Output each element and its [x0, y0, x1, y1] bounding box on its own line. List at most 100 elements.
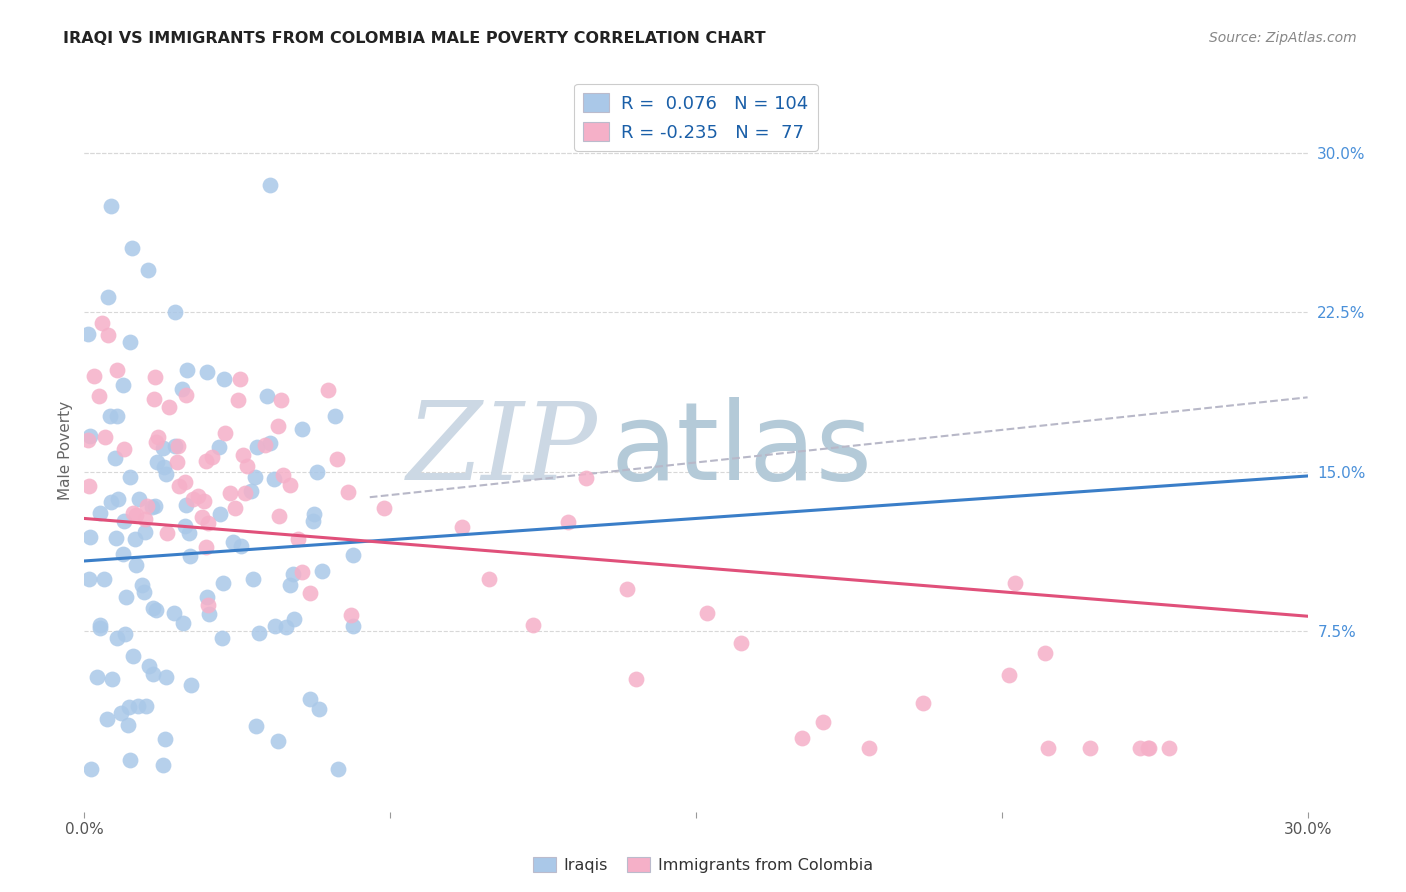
Point	[308, 702, 330, 716]
Point	[121, 241, 143, 255]
Point	[911, 696, 934, 710]
Point	[249, 626, 271, 640]
Point	[191, 510, 214, 524]
Point	[143, 500, 166, 514]
Point	[145, 602, 167, 616]
Point	[153, 459, 176, 474]
Point	[97, 290, 120, 304]
Point	[112, 442, 135, 457]
Point	[259, 436, 281, 450]
Point	[197, 607, 219, 621]
Point	[124, 533, 146, 547]
Text: atlas: atlas	[610, 398, 872, 503]
Point	[136, 263, 159, 277]
Point	[155, 467, 177, 481]
Point	[201, 450, 224, 464]
Point	[242, 572, 264, 586]
Legend: Iraqis, Immigrants from Colombia: Iraqis, Immigrants from Colombia	[527, 851, 879, 880]
Point	[163, 439, 186, 453]
Point	[214, 425, 236, 440]
Point	[326, 762, 349, 776]
Point	[187, 489, 209, 503]
Point	[127, 698, 149, 713]
Point	[107, 491, 129, 506]
Point	[155, 732, 177, 747]
Point	[134, 584, 156, 599]
Point	[342, 619, 364, 633]
Point	[267, 419, 290, 434]
Point	[174, 388, 197, 402]
Point	[138, 659, 160, 673]
Point	[211, 575, 233, 590]
Point	[79, 530, 101, 544]
Point	[142, 667, 165, 681]
Point	[790, 731, 813, 746]
Y-axis label: Male Poverty: Male Poverty	[58, 401, 73, 500]
Point	[211, 632, 233, 646]
Point	[100, 494, 122, 508]
Point	[93, 430, 115, 444]
Point	[283, 567, 305, 582]
Point	[89, 621, 111, 635]
Point	[228, 372, 250, 386]
Point	[142, 392, 165, 406]
Point	[167, 479, 190, 493]
Text: Source: ZipAtlas.com: Source: ZipAtlas.com	[1209, 31, 1357, 45]
Point	[253, 438, 276, 452]
Point	[173, 519, 195, 533]
Point	[246, 440, 269, 454]
Point	[112, 547, 135, 561]
Point	[165, 305, 187, 319]
Point	[219, 486, 242, 500]
Point	[86, 670, 108, 684]
Point	[197, 598, 219, 612]
Point	[77, 478, 100, 492]
Point	[193, 493, 215, 508]
Point	[143, 370, 166, 384]
Point	[730, 636, 752, 650]
Point	[157, 400, 180, 414]
Point	[135, 499, 157, 513]
Point	[145, 434, 167, 449]
Point	[245, 719, 267, 733]
Point	[557, 516, 579, 530]
Point	[134, 512, 156, 526]
Point	[115, 590, 138, 604]
Point	[122, 649, 145, 664]
Point	[1137, 741, 1160, 756]
Point	[208, 440, 231, 454]
Point	[156, 526, 179, 541]
Point	[135, 699, 157, 714]
Point	[240, 483, 263, 498]
Point	[83, 369, 105, 384]
Point	[301, 514, 323, 528]
Point	[172, 383, 194, 397]
Point	[302, 508, 325, 522]
Point	[478, 572, 501, 586]
Point	[110, 706, 132, 720]
Point	[177, 525, 200, 540]
Text: IRAQI VS IMMIGRANTS FROM COLOMBIA MALE POVERTY CORRELATION CHART: IRAQI VS IMMIGRANTS FROM COLOMBIA MALE P…	[63, 31, 766, 46]
Point	[180, 678, 202, 692]
Point	[114, 627, 136, 641]
Point	[290, 565, 312, 579]
Point	[155, 670, 177, 684]
Point	[263, 472, 285, 486]
Point	[696, 607, 718, 621]
Point	[264, 618, 287, 632]
Point	[118, 753, 141, 767]
Point	[195, 590, 218, 604]
Point	[226, 393, 249, 408]
Point	[111, 378, 134, 392]
Point	[174, 498, 197, 512]
Point	[174, 475, 197, 490]
Point	[141, 500, 163, 515]
Point	[1137, 741, 1160, 756]
Point	[1004, 575, 1026, 590]
Point	[1033, 646, 1056, 660]
Point	[77, 434, 100, 448]
Point	[131, 578, 153, 592]
Point	[271, 468, 294, 483]
Point	[89, 389, 111, 403]
Point	[183, 491, 205, 506]
